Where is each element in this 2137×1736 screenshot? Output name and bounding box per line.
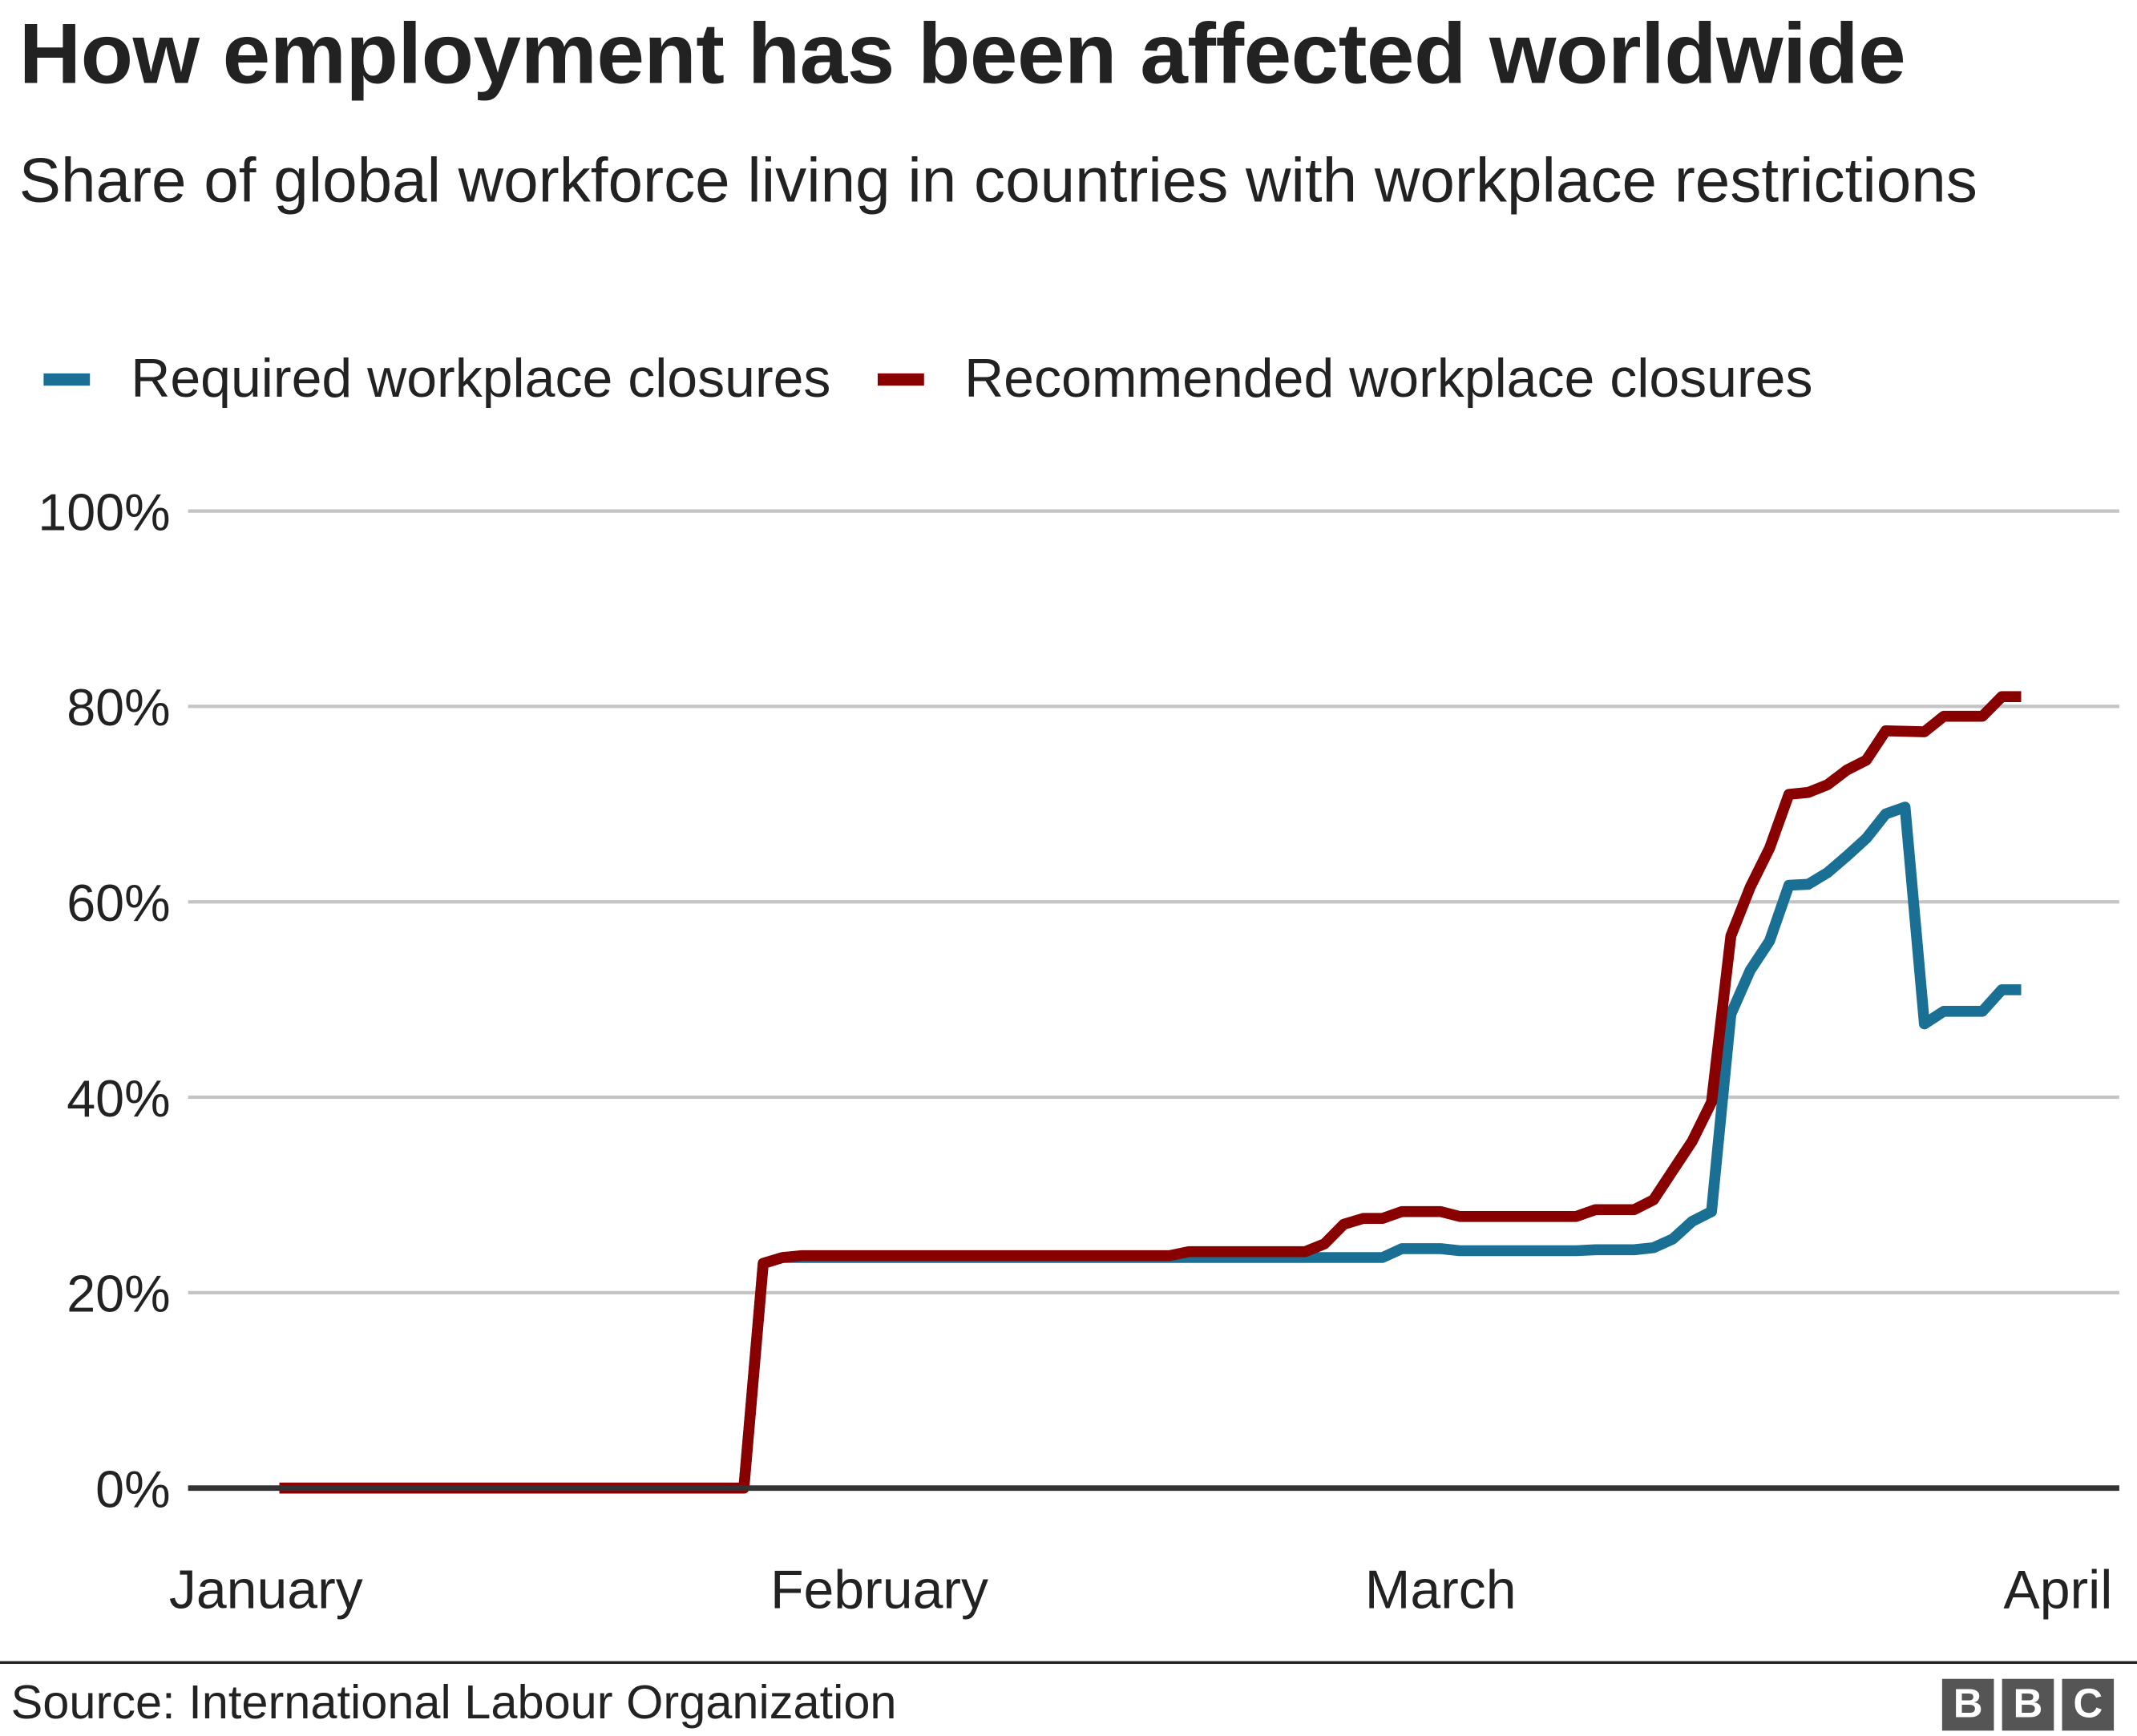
source-note: Source: International Labour Organizatio… (10, 1676, 897, 1730)
x-tick-label: February (770, 1559, 988, 1620)
legend-swatch-recommended (877, 373, 924, 386)
x-tick-label: January (169, 1559, 363, 1620)
x-tick-label: April (2003, 1559, 2112, 1620)
y-tick-label: 80% (67, 679, 170, 737)
y-tick-label: 60% (67, 874, 170, 932)
x-tick-label: March (1365, 1559, 1517, 1620)
y-tick-label: 0% (95, 1460, 170, 1518)
y-tick-label: 40% (67, 1070, 170, 1128)
bbc-logo-letter: B (1941, 1678, 1994, 1731)
chart-title: How employment has been affected worldwi… (18, 6, 1906, 103)
series-line-recommended (279, 691, 2022, 1494)
legend-label-recommended: Recommended workplace closures (964, 349, 1813, 410)
bbc-logo: B B C (1941, 1678, 2115, 1731)
legend-label-required: Required workplace closures (131, 349, 831, 410)
bbc-logo-letter: C (2062, 1678, 2115, 1731)
series-line-required (279, 801, 2022, 1494)
bbc-logo-letter: B (2002, 1678, 2054, 1731)
legend-swatch-required (43, 373, 91, 386)
legend: Required workplace closures Recommended … (43, 349, 1859, 410)
y-tick-label: 20% (67, 1266, 170, 1323)
footer-divider (0, 1661, 2137, 1665)
chart-subtitle: Share of global workforce living in coun… (18, 144, 1977, 216)
y-tick-label: 100% (38, 483, 170, 541)
